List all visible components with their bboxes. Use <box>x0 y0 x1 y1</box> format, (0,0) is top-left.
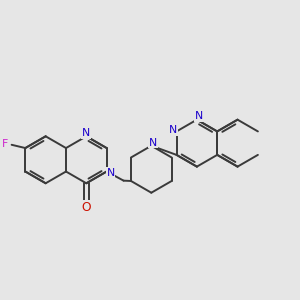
Text: N: N <box>82 128 90 138</box>
Text: N: N <box>169 125 177 135</box>
Text: N: N <box>149 137 157 148</box>
Text: N: N <box>106 168 115 178</box>
Text: N: N <box>194 111 202 122</box>
Text: O: O <box>82 201 91 214</box>
Text: F: F <box>2 139 8 149</box>
